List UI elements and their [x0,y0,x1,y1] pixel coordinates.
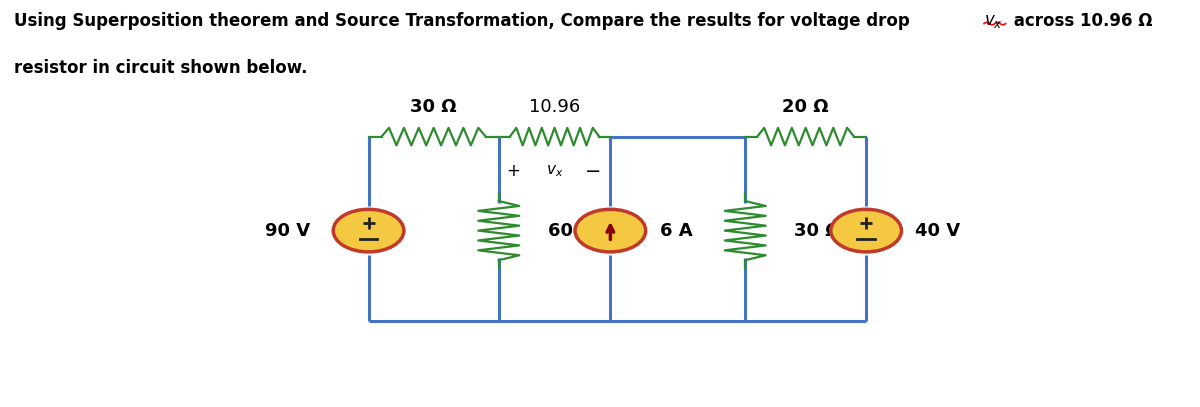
Text: $v_x$: $v_x$ [984,12,1003,30]
Text: 60 Ω: 60 Ω [548,221,595,240]
Text: 10.96: 10.96 [529,98,580,116]
Text: 30 Ω: 30 Ω [794,221,841,240]
Text: resistor in circuit shown below.: resistor in circuit shown below. [14,59,308,77]
Ellipse shape [334,209,404,252]
Text: 40 V: 40 V [916,221,960,240]
Text: across 10.96 Ω: across 10.96 Ω [1008,12,1152,30]
Text: +: + [505,162,520,180]
Text: Using Superposition theorem and Source Transformation, Compare the results for v: Using Superposition theorem and Source T… [14,12,916,30]
Text: 6 A: 6 A [660,221,692,240]
Text: 20 Ω: 20 Ω [782,98,829,116]
Text: $v_x$: $v_x$ [546,163,563,179]
Ellipse shape [830,209,901,252]
Text: −: − [586,162,601,181]
Text: 30 Ω: 30 Ω [410,98,457,116]
Text: 90 V: 90 V [265,221,310,240]
Ellipse shape [575,209,646,252]
